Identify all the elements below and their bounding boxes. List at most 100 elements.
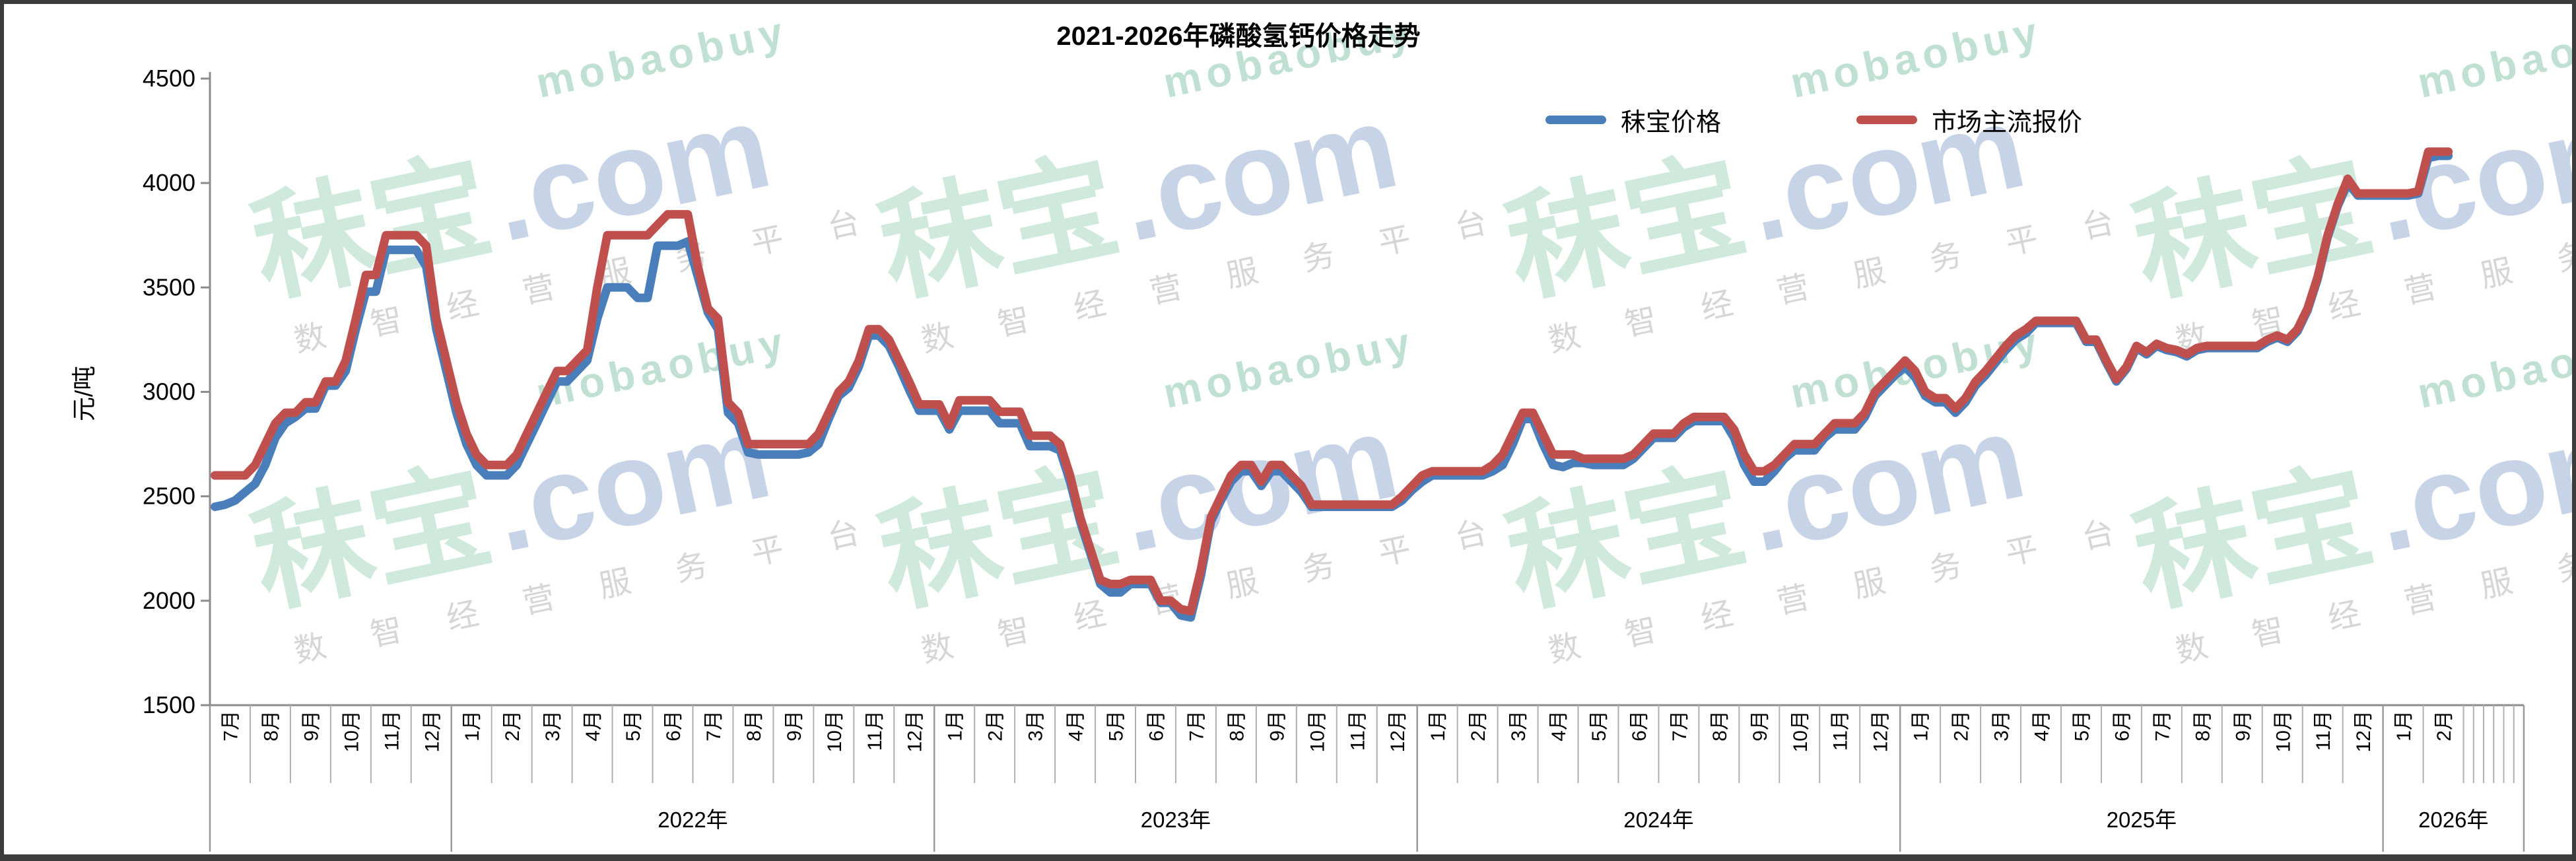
svg-text:2月: 2月 bbox=[1951, 710, 1973, 741]
svg-text:经: 经 bbox=[444, 596, 482, 637]
svg-text:平: 平 bbox=[2003, 532, 2041, 572]
svg-text:服: 服 bbox=[1850, 254, 1889, 294]
svg-text:11月: 11月 bbox=[1347, 710, 1369, 751]
svg-text:4月: 4月 bbox=[1066, 710, 1087, 741]
svg-text:智: 智 bbox=[2249, 612, 2287, 653]
svg-text:平: 平 bbox=[749, 221, 787, 262]
svg-text:服: 服 bbox=[1850, 564, 1889, 605]
svg-text:.com: .com bbox=[1109, 79, 1408, 267]
svg-text:2023年: 2023年 bbox=[1141, 808, 1211, 832]
svg-text:经: 经 bbox=[1071, 596, 1109, 637]
legend-line-icon bbox=[1545, 116, 1606, 124]
svg-text:平: 平 bbox=[1376, 532, 1414, 572]
legend-item-market-price: 市场主流报价 bbox=[1856, 102, 2082, 138]
svg-text:3000: 3000 bbox=[143, 378, 195, 405]
svg-text:7月: 7月 bbox=[220, 710, 242, 741]
svg-text:3月: 3月 bbox=[1508, 710, 1530, 741]
svg-text:台: 台 bbox=[2079, 515, 2117, 556]
svg-text:台: 台 bbox=[1452, 515, 1490, 556]
svg-text:平: 平 bbox=[2003, 221, 2041, 262]
svg-text:8月: 8月 bbox=[1226, 710, 1248, 741]
svg-text:9月: 9月 bbox=[1266, 710, 1288, 741]
svg-text:经: 经 bbox=[1698, 596, 1736, 637]
svg-text:mobaobuy: mobaobuy bbox=[2414, 7, 2572, 107]
svg-text:12月: 12月 bbox=[904, 710, 926, 752]
svg-text:4月: 4月 bbox=[1548, 710, 1570, 741]
svg-text:2500: 2500 bbox=[143, 483, 195, 510]
svg-text:4月: 4月 bbox=[2031, 710, 2053, 741]
legend-label: 市场主流报价 bbox=[1932, 109, 2083, 137]
svg-text:1月: 1月 bbox=[1911, 710, 1932, 741]
legend-item-mobao-price: 秣宝价格 bbox=[1545, 102, 1721, 138]
svg-text:2月: 2月 bbox=[985, 710, 1007, 741]
svg-text:4000: 4000 bbox=[143, 169, 195, 196]
svg-text:1月: 1月 bbox=[1427, 710, 1449, 741]
svg-text:台: 台 bbox=[1452, 205, 1490, 246]
svg-text:2026年: 2026年 bbox=[2418, 808, 2488, 832]
svg-text:9月: 9月 bbox=[300, 710, 322, 741]
watermark: mobaobuy秣宝.com数智经营服务平台 bbox=[242, 318, 863, 670]
svg-text:台: 台 bbox=[2079, 205, 2117, 246]
svg-text:务: 务 bbox=[2554, 547, 2572, 588]
svg-text:经: 经 bbox=[444, 286, 482, 327]
svg-text:6月: 6月 bbox=[2111, 710, 2133, 741]
svg-text:3月: 3月 bbox=[542, 710, 564, 741]
svg-text:智: 智 bbox=[367, 612, 405, 653]
svg-text:10月: 10月 bbox=[824, 710, 846, 752]
svg-text:2月: 2月 bbox=[502, 710, 524, 741]
svg-text:数: 数 bbox=[918, 318, 957, 359]
watermark: mobaobuy秣宝.com数智经营服务平台 bbox=[869, 318, 1490, 670]
svg-text:服: 服 bbox=[1223, 254, 1262, 294]
svg-text:智: 智 bbox=[1621, 302, 1660, 343]
svg-text:.com: .com bbox=[2363, 79, 2572, 267]
svg-text:12月: 12月 bbox=[1387, 710, 1409, 752]
svg-text:数: 数 bbox=[1545, 629, 1584, 670]
svg-text:10月: 10月 bbox=[1306, 710, 1328, 752]
svg-text:6月: 6月 bbox=[1145, 710, 1167, 741]
svg-text:8月: 8月 bbox=[2192, 710, 2214, 741]
svg-text:经: 经 bbox=[2325, 286, 2363, 327]
svg-text:营: 营 bbox=[520, 580, 558, 621]
svg-text:营: 营 bbox=[2401, 580, 2439, 621]
svg-text:2022年: 2022年 bbox=[658, 808, 728, 832]
watermark: mobaobuy秣宝.com数智经营服务平台 bbox=[1496, 7, 2117, 359]
svg-text:8月: 8月 bbox=[260, 710, 282, 741]
svg-text:11月: 11月 bbox=[864, 710, 886, 751]
svg-text:务: 务 bbox=[1299, 237, 1338, 278]
svg-text:.com: .com bbox=[2363, 390, 2572, 577]
svg-text:10月: 10月 bbox=[341, 710, 362, 752]
svg-text:平: 平 bbox=[1376, 221, 1414, 262]
svg-text:1月: 1月 bbox=[2393, 710, 2415, 741]
svg-text:服: 服 bbox=[2478, 564, 2516, 605]
svg-text:数: 数 bbox=[1545, 318, 1584, 359]
svg-text:6月: 6月 bbox=[1629, 710, 1650, 741]
svg-text:数: 数 bbox=[918, 629, 957, 670]
svg-text:7月: 7月 bbox=[703, 710, 725, 741]
svg-text:2000: 2000 bbox=[143, 587, 195, 614]
svg-text:mobaobuy: mobaobuy bbox=[2414, 318, 2572, 417]
svg-text:2025年: 2025年 bbox=[2107, 808, 2177, 832]
svg-text:2024年: 2024年 bbox=[1623, 808, 1693, 832]
svg-text:平: 平 bbox=[749, 532, 787, 572]
svg-text:营: 营 bbox=[1774, 269, 1812, 310]
svg-text:5月: 5月 bbox=[623, 710, 644, 741]
svg-text:1月: 1月 bbox=[461, 710, 483, 741]
svg-text:经: 经 bbox=[2325, 596, 2363, 637]
svg-text:务: 务 bbox=[1926, 547, 1965, 588]
svg-text:数: 数 bbox=[2173, 629, 2211, 670]
svg-text:8月: 8月 bbox=[1709, 710, 1731, 741]
svg-text:11月: 11月 bbox=[2313, 710, 2334, 751]
svg-text:9月: 9月 bbox=[784, 710, 805, 741]
svg-text:智: 智 bbox=[1621, 612, 1660, 653]
svg-text:4月: 4月 bbox=[582, 710, 604, 741]
svg-text:10月: 10月 bbox=[1790, 710, 1812, 752]
svg-text:营: 营 bbox=[2401, 269, 2439, 310]
svg-text:7月: 7月 bbox=[2152, 710, 2173, 741]
watermark: mobaobuy秣宝.com数智经营服务平台 bbox=[869, 7, 1490, 359]
svg-text:7月: 7月 bbox=[1669, 710, 1691, 741]
svg-text:3月: 3月 bbox=[1991, 710, 2013, 741]
svg-text:营: 营 bbox=[520, 269, 558, 310]
svg-text:1500: 1500 bbox=[143, 691, 195, 718]
